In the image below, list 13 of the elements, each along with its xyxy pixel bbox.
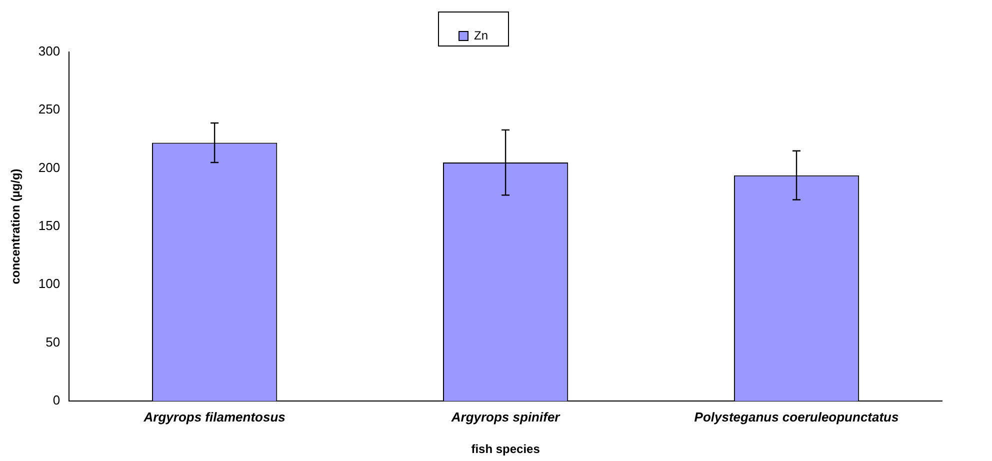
y-tick-label: 300 [38,44,60,59]
x-tick-label: Polysteganus coeruleopunctatus [694,409,899,424]
y-tick-label: 50 [46,334,60,350]
y-tick-label: 0 [52,392,60,408]
x-tick-label: Argyrops spinifer [450,409,561,424]
y-axis-title: concentration (µg/g) [8,168,23,284]
legend-label: Zn [474,28,488,42]
y-tick-label: 100 [38,276,60,292]
y-tick-label: 200 [38,160,60,175]
x-tick-label: Argyrops filamentosus [142,409,286,424]
y-tick-label: 150 [38,218,60,234]
x-axis-title: fish species [471,442,540,456]
y-tick-label: 250 [38,102,60,117]
